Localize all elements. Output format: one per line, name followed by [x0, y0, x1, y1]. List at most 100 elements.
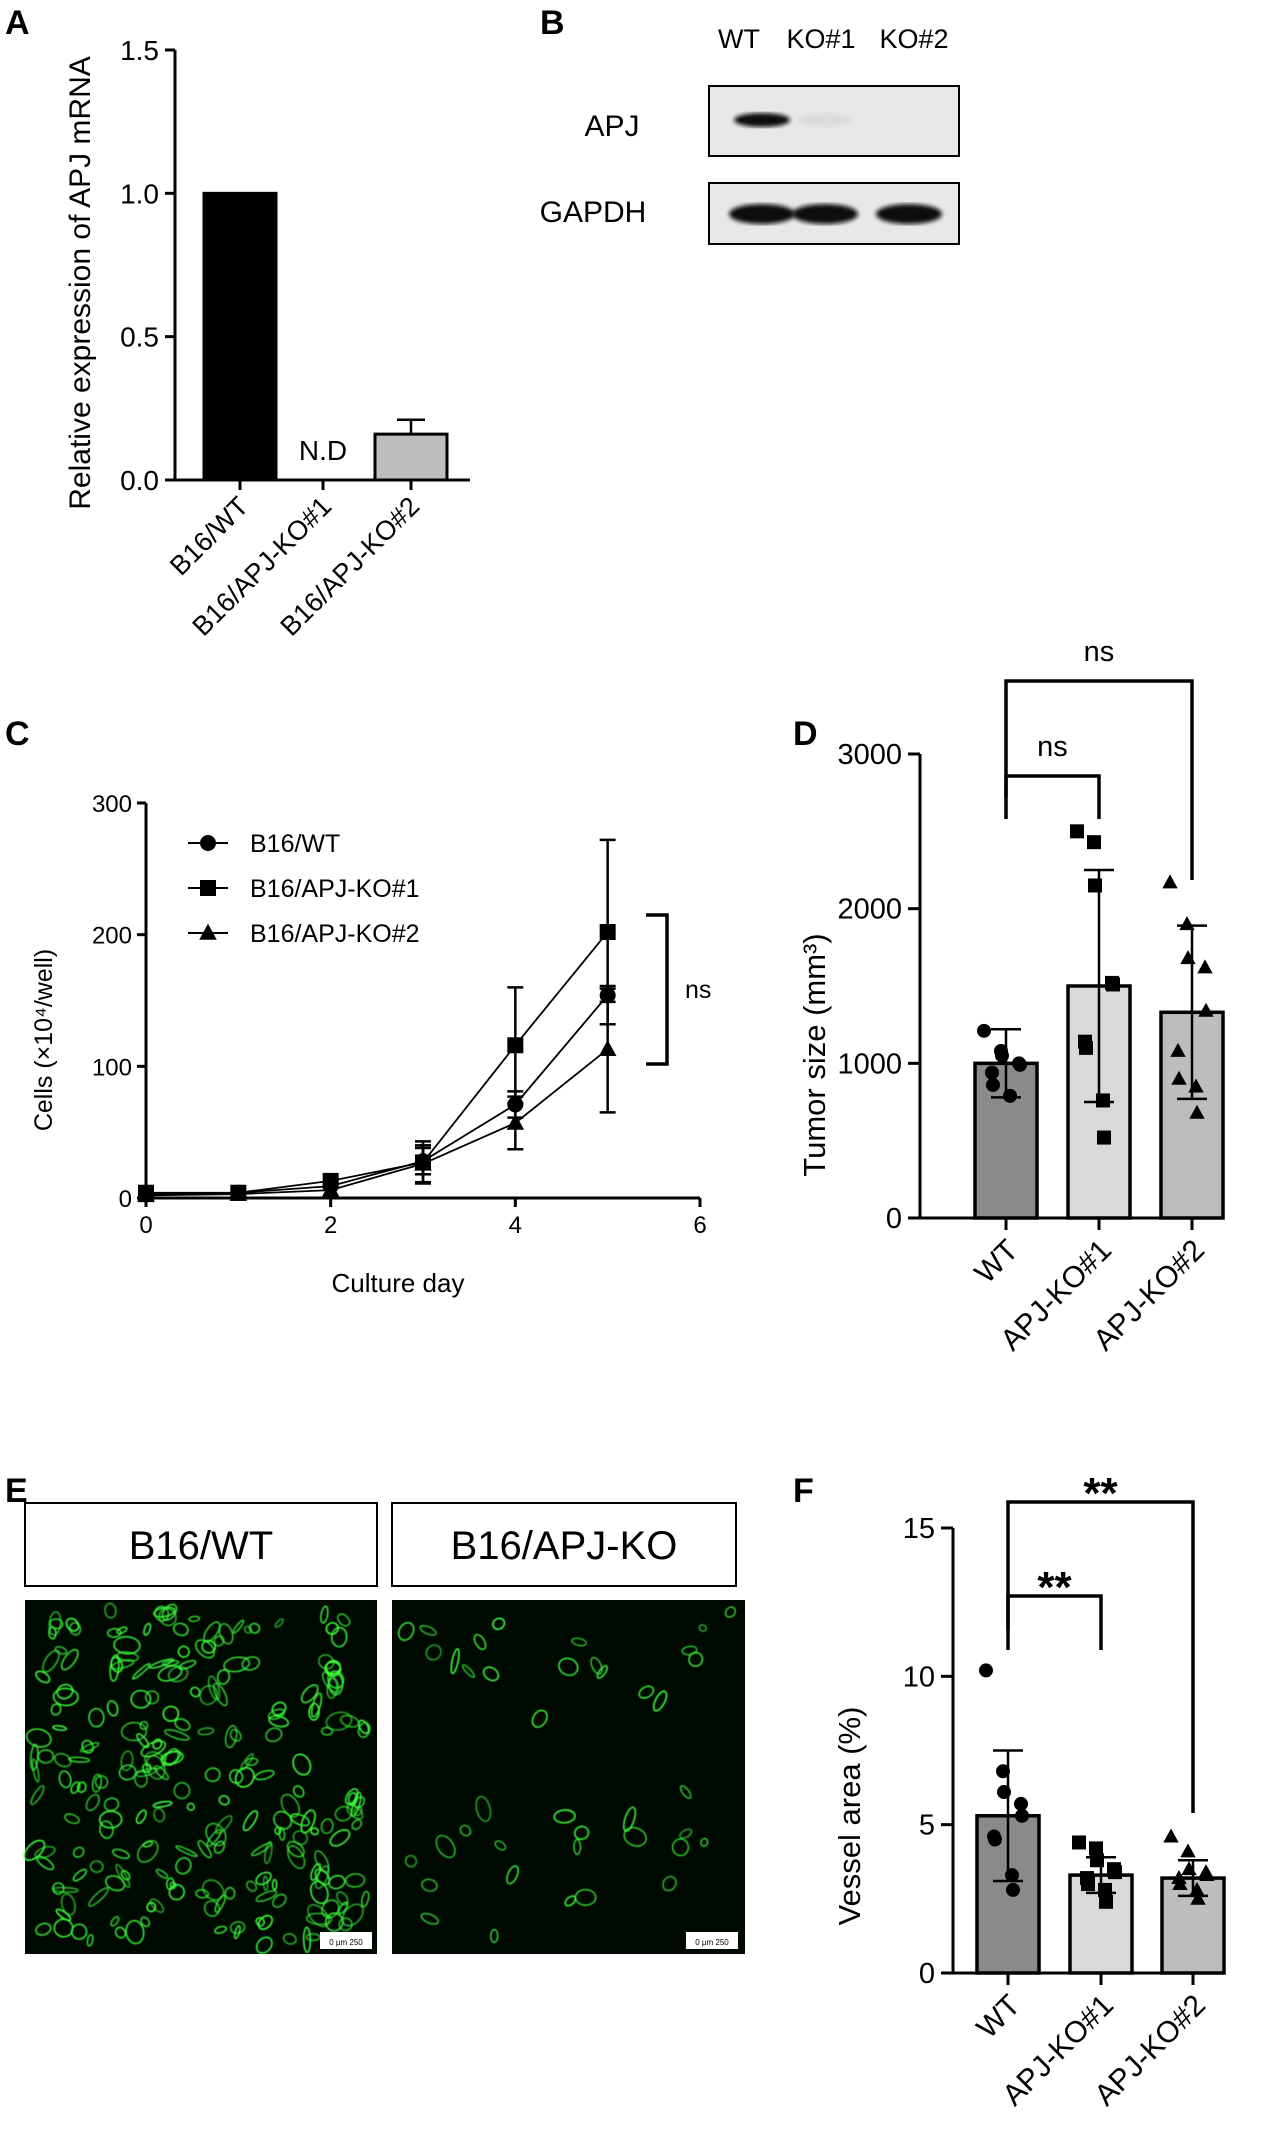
micrograph-vessel	[168, 1884, 185, 1901]
panel-d-data-point	[995, 1048, 1009, 1063]
micrograph-vessel	[218, 1794, 230, 1806]
panel-b-western-blot: WT KO#1 KO#2 APJ GAPDH	[540, 24, 960, 245]
micrograph-vessel	[573, 1825, 590, 1840]
panel-c-series-line	[145, 1048, 609, 1197]
micrograph-vessel	[52, 1882, 65, 1895]
scalebar-box-wt	[320, 1932, 372, 1949]
micrograph-vessel	[158, 1607, 177, 1627]
micrograph-vessel	[91, 1773, 103, 1793]
micrograph-vessel	[229, 1921, 246, 1934]
panel-label-f: F	[793, 1472, 814, 1510]
micrograph-vessel	[72, 1846, 85, 1858]
micrograph-vessel	[360, 1890, 370, 1908]
micrograph-vessel	[224, 1724, 238, 1749]
panel-c-point	[322, 1172, 339, 1189]
panel-d-data-point	[1189, 1104, 1205, 1119]
panel-d-x-tick-label: WT	[969, 1234, 1025, 1290]
panel-d-data-point	[1097, 1130, 1111, 1145]
micrograph-vessel	[357, 1719, 370, 1735]
micrograph-vessel	[153, 1807, 166, 1823]
panel-f-significance-bracket	[1006, 1500, 1195, 1813]
micrograph-vessel	[305, 1933, 321, 1942]
panel-c-line-chart: Cells (×10⁴/well) Culture day 0 100 200 300…	[30, 791, 711, 1298]
micrograph-vessel	[175, 1845, 198, 1858]
panel-d-bar-chart: Tumor size (mm³) 0100020003000WTAPJ-KO#1…	[797, 636, 1225, 1357]
panel-f-data-point	[1172, 1875, 1188, 1890]
micrograph-vessel	[224, 1886, 236, 1900]
panel-c-series-line	[145, 994, 609, 1195]
panel-c-y-tick-label: 200	[92, 923, 132, 950]
panel-c-significance-label: ns	[685, 976, 711, 1004]
micrograph-vessel	[531, 1709, 548, 1728]
micrograph-vessel	[450, 1648, 460, 1675]
micrograph-vessel	[324, 1912, 344, 1932]
micrograph-vessel	[265, 1727, 283, 1743]
micrograph-vessel	[174, 1718, 191, 1732]
micrograph-vessel	[54, 1752, 72, 1768]
micrograph-vessel	[292, 1785, 305, 1798]
micrograph-vessel	[164, 1748, 180, 1766]
micrograph-vessel	[155, 1868, 169, 1879]
micrograph-vessel	[214, 1925, 228, 1934]
micrograph-vessel	[162, 1705, 180, 1722]
micrograph-vessel	[136, 1733, 150, 1749]
panel-f-data-point	[1006, 1882, 1020, 1897]
panel-a-y-tick-label: 0.0	[120, 465, 159, 496]
micrograph-vessel	[143, 1622, 152, 1636]
micrograph-vessel	[52, 1687, 79, 1707]
panel-f-data-point	[979, 1663, 993, 1678]
micrograph-vessel	[81, 1739, 94, 1754]
micrograph-vessel	[330, 1626, 348, 1648]
panel-c-point	[229, 1184, 248, 1201]
micrograph-vessel	[153, 1765, 170, 1781]
panel-d-data-point	[1079, 1040, 1093, 1055]
micrograph-vessel	[48, 1626, 57, 1640]
panel-f-significance-label: **	[1037, 1563, 1072, 1612]
micrograph-vessel	[35, 1922, 52, 1936]
micrograph-vessel	[64, 1813, 80, 1825]
micrograph-vessel	[218, 1623, 234, 1645]
micrograph-vessel	[320, 1726, 334, 1736]
micrograph-vessel	[263, 1840, 273, 1865]
micrograph-vessel	[232, 1619, 245, 1634]
micrograph-vessel	[85, 1793, 100, 1812]
blot-lane-label-wt: WT	[718, 24, 760, 54]
micrograph-vessel	[241, 1656, 261, 1671]
micrograph-vessel	[318, 1654, 335, 1670]
micrograph-vessel	[214, 1894, 226, 1913]
micrograph-vessel	[118, 1764, 137, 1781]
panel-c-legend-label: B16/WT	[250, 830, 340, 858]
micrograph-vessel	[134, 1770, 148, 1788]
panel-d-data-point	[1188, 1078, 1204, 1093]
micrograph-vessel	[268, 1715, 290, 1728]
micrograph-vessel	[310, 1827, 319, 1836]
panel-d-data-point	[1013, 1057, 1027, 1072]
micrograph-vessel	[435, 1834, 456, 1859]
micrograph-vessel	[255, 1871, 272, 1886]
micrograph-vessel	[623, 1826, 647, 1847]
micrograph-vessel	[255, 1936, 273, 1954]
micrograph-vessel	[106, 1700, 119, 1717]
blot-band	[734, 113, 790, 127]
panel-c-legend-marker	[199, 923, 217, 940]
micrograph-vessel	[425, 1644, 442, 1661]
panel-d-data-point	[1162, 874, 1178, 889]
micrograph-vessel	[120, 1869, 131, 1881]
micrograph-vessel	[68, 1756, 91, 1763]
panel-a-y-axis-label: Relative expression of APJ mRNA	[64, 56, 97, 510]
micrograph-vessel	[553, 1809, 576, 1824]
micrograph-vessel	[130, 1689, 152, 1709]
blot-band	[729, 204, 795, 224]
micrograph-vessel	[214, 1815, 233, 1834]
panel-d-data-point	[1088, 878, 1102, 893]
blot-band	[792, 204, 858, 224]
panel-d-y-tick-label: 3000	[837, 739, 902, 771]
panel-c-y-tick-label: 0	[119, 1186, 132, 1213]
micrograph-vessel	[72, 1868, 88, 1882]
micrograph-vessel	[58, 1770, 72, 1789]
micrograph-vessel	[262, 1875, 269, 1892]
panel-label-c: C	[5, 715, 30, 753]
micrograph-vessel	[327, 1670, 345, 1689]
micrograph-vessel	[213, 1840, 226, 1854]
panel-f-data-point	[1108, 1865, 1122, 1880]
